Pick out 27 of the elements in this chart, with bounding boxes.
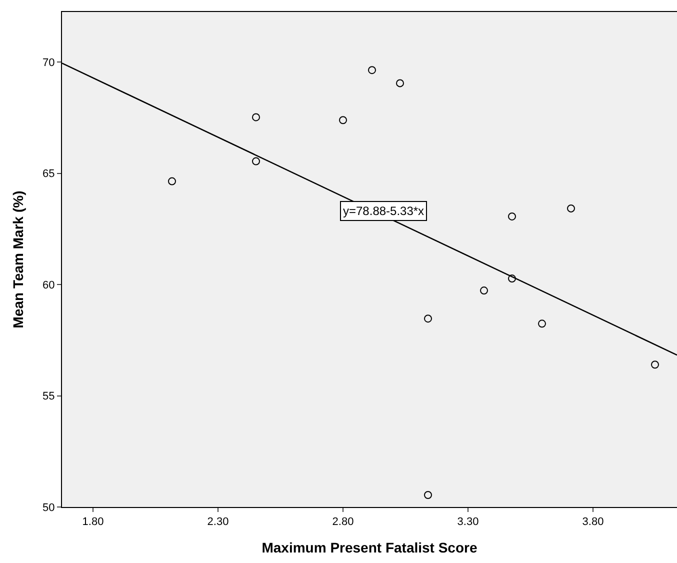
x-tick-label: 2.30 (207, 516, 229, 528)
x-tick-label: 3.80 (582, 516, 604, 528)
y-tick-label: 60 (42, 279, 55, 292)
point (567, 204, 575, 212)
point (508, 212, 516, 220)
y-tick-label: 50 (42, 502, 55, 514)
point (508, 274, 516, 283)
y-tick-label: 70 (42, 56, 55, 69)
point (252, 113, 260, 122)
y-axis-title: Mean Team Mark (%) (10, 190, 26, 328)
x-tick-label: 3.30 (457, 516, 479, 528)
point (538, 320, 546, 328)
point (424, 490, 432, 499)
point (424, 314, 432, 323)
y-tick-label: 55 (42, 390, 55, 403)
x-tick-label: 2.80 (332, 516, 354, 528)
annotation: y=78.88-5.33*x (343, 204, 424, 218)
x-axis-title: Maximum Present Fatalist Score (262, 540, 478, 556)
point (368, 66, 376, 74)
x-tick-label: 1.80 (82, 516, 104, 528)
y-tick-label: 65 (42, 168, 55, 180)
point (396, 79, 404, 88)
point (339, 116, 347, 124)
point (480, 286, 488, 295)
point (252, 157, 260, 166)
point (168, 177, 176, 186)
point (651, 360, 659, 369)
